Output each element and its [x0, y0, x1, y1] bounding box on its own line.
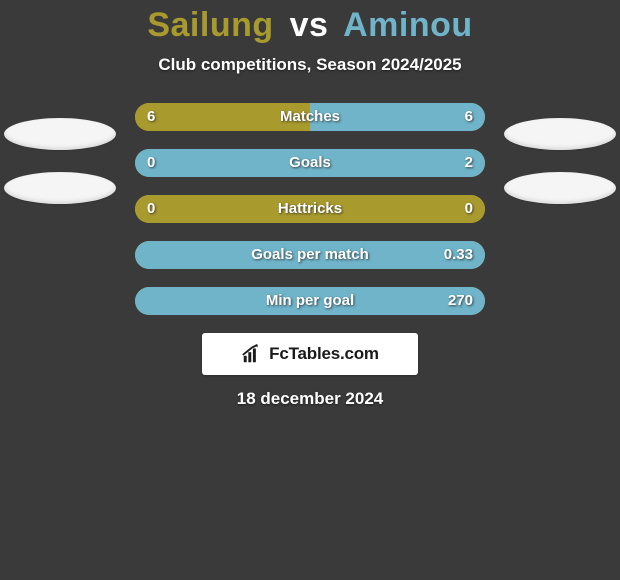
stat-bars: 6 Matches 6 0 Goals 2 0 Hattricks 0 Goals per mat…: [135, 103, 485, 315]
comparison-card: Sailung vs Aminou Club competitions, Sea…: [0, 0, 620, 580]
avatar-placeholder: [4, 172, 116, 204]
branding-text: FcTables.com: [269, 344, 379, 364]
stat-label: Goals: [289, 149, 331, 177]
player-right-name: Aminou: [343, 6, 473, 44]
avatar-column-left: [0, 118, 120, 226]
stat-label: Min per goal: [266, 287, 354, 315]
stat-label: Matches: [280, 103, 340, 131]
stat-value-right: 270: [448, 287, 473, 315]
avatar-placeholder: [504, 172, 616, 204]
stat-label: Hattricks: [278, 195, 342, 223]
page-title: Sailung vs Aminou: [0, 6, 620, 45]
subtitle: Club competitions, Season 2024/2025: [0, 55, 620, 75]
avatar-placeholder: [4, 118, 116, 150]
player-left-name: Sailung: [147, 6, 273, 44]
stat-value-right: 0.33: [444, 241, 473, 269]
stat-value-left: 6: [147, 103, 155, 131]
stat-row: 6 Matches 6: [135, 103, 485, 131]
date-label: 18 december 2024: [0, 389, 620, 409]
stat-row: 0 Goals 2: [135, 149, 485, 177]
avatar-placeholder: [504, 118, 616, 150]
stat-value-left: 0: [147, 195, 155, 223]
stat-label: Goals per match: [251, 241, 369, 269]
stat-value-left: 0: [147, 149, 155, 177]
vs-separator: vs: [290, 6, 329, 44]
branding-card: FcTables.com: [202, 333, 418, 375]
stat-row: 0 Hattricks 0: [135, 195, 485, 223]
chart-icon: [241, 343, 263, 365]
stat-row: Goals per match 0.33: [135, 241, 485, 269]
stat-value-right: 6: [465, 103, 473, 131]
stat-value-right: 2: [465, 149, 473, 177]
avatar-column-right: [500, 118, 620, 226]
stat-value-right: 0: [465, 195, 473, 223]
stat-row: Min per goal 270: [135, 287, 485, 315]
